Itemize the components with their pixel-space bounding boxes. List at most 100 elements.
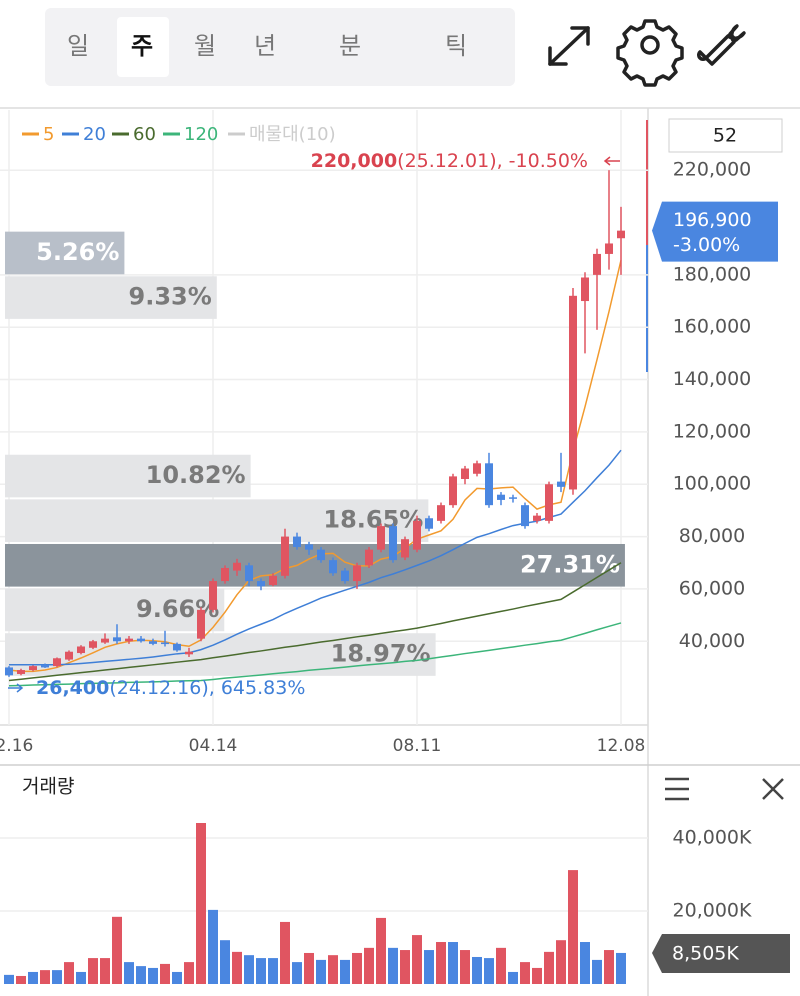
menu-icon[interactable] <box>665 777 689 801</box>
volume-bar <box>112 916 122 984</box>
volume-bar <box>220 940 230 984</box>
candle-body <box>497 494 505 500</box>
candle-body <box>245 565 253 582</box>
volume-bar <box>544 951 554 984</box>
volume-bar <box>172 971 182 984</box>
volume-bar <box>280 921 290 984</box>
volume-profile-bar <box>5 543 625 587</box>
candle-body <box>209 581 217 610</box>
tab[interactable]: 주 <box>131 32 153 60</box>
volume-bar <box>388 947 398 984</box>
volume-bar <box>52 970 62 984</box>
candle-body <box>29 666 37 671</box>
legend-label: 120 <box>184 124 218 145</box>
candle-body <box>557 481 565 487</box>
volume-bar <box>196 823 206 984</box>
current-volume: 8,505K <box>672 942 739 964</box>
lookback-box[interactable] <box>668 118 783 153</box>
candle-body <box>173 643 181 651</box>
volume-profile-bar <box>5 588 225 632</box>
tab[interactable]: 틱 <box>445 32 467 60</box>
candle-body <box>389 526 397 561</box>
volume-bar <box>184 962 194 984</box>
legend-label: 20 <box>83 124 106 145</box>
candle-body <box>329 560 337 574</box>
close-icon[interactable] <box>762 778 784 800</box>
volume-bar <box>472 956 482 984</box>
tab[interactable]: 월 <box>194 32 216 60</box>
volume-bar <box>496 947 506 984</box>
volume-bar <box>604 950 614 984</box>
candle-body <box>281 536 289 576</box>
volume-bar <box>76 971 86 984</box>
candle-body <box>161 642 169 645</box>
legend: 5 20 60 120 매물대(10) <box>22 124 336 145</box>
x-tick-label: 04.14 <box>189 736 238 756</box>
volume-profile-label: 18.65% <box>323 506 423 534</box>
volume-profile-bar <box>5 231 125 275</box>
volume-bar <box>304 952 314 984</box>
current-price-tag <box>652 201 778 262</box>
volume-bar <box>556 940 566 984</box>
volume-bar <box>244 955 254 984</box>
volume-bar <box>508 971 518 984</box>
moving-average-line <box>8 622 622 687</box>
volume-bar <box>328 955 338 984</box>
price-annotation: 220,000(25.12.01), -10.50% <box>311 150 588 172</box>
candle-body <box>401 539 409 558</box>
candle-body <box>341 570 349 582</box>
candle-body <box>485 463 493 506</box>
volume-bar <box>460 950 470 984</box>
volume-profile-label: 10.82% <box>146 461 246 489</box>
y-tick-label: 120,000 <box>673 420 752 442</box>
y-tick-label: 100,000 <box>673 473 752 495</box>
volume-bar <box>64 962 74 984</box>
volume-bar <box>592 959 602 984</box>
candle-body <box>257 581 265 587</box>
volume-bar <box>160 963 170 984</box>
volume-bar <box>532 967 542 984</box>
legend-label: 5 <box>43 124 54 145</box>
volume-bar <box>16 975 26 984</box>
candle-body <box>233 562 241 571</box>
candle-body <box>101 638 109 643</box>
volume-bar <box>232 951 242 984</box>
volume-bar <box>88 958 98 984</box>
volume-bar <box>124 962 134 984</box>
settings-icon[interactable] <box>616 19 684 87</box>
tab[interactable]: 분 <box>339 32 361 60</box>
volume-bar <box>268 958 278 984</box>
volume-profile-bar <box>5 454 251 498</box>
candle-body <box>197 609 205 639</box>
candle-body <box>509 497 517 499</box>
y-tick-label: 220,000 <box>673 159 752 181</box>
volume-bar <box>412 935 422 984</box>
expand-icon[interactable] <box>548 26 590 66</box>
candle-body <box>5 667 13 676</box>
volume-bar <box>484 958 494 984</box>
annotation-arrow <box>603 156 620 166</box>
volume-bar <box>376 917 386 984</box>
volume-bar <box>568 870 578 984</box>
volume-bar <box>616 952 626 984</box>
tab[interactable]: 년 <box>254 32 276 60</box>
candle-body <box>617 230 625 239</box>
annotation-price: 26,400 <box>36 677 109 699</box>
candle-body <box>593 253 601 275</box>
volume-bar <box>352 952 362 984</box>
tools-icon[interactable] <box>697 24 746 66</box>
volume-profile-bar <box>5 499 429 542</box>
y-tick-label: 40,000 <box>679 630 745 652</box>
candle-body <box>77 646 85 654</box>
volume-bar <box>28 971 38 984</box>
tab[interactable]: 일 <box>67 32 89 60</box>
volume-bar <box>4 974 14 984</box>
volume-bar <box>316 959 326 984</box>
candle-body <box>89 641 97 648</box>
volume-profile-bar <box>5 633 436 676</box>
annotation-arrow <box>8 683 24 693</box>
volume-bar <box>148 967 158 984</box>
volume-bar <box>208 909 218 984</box>
candle-body <box>605 243 613 254</box>
current-change: -3.00% <box>673 234 740 256</box>
